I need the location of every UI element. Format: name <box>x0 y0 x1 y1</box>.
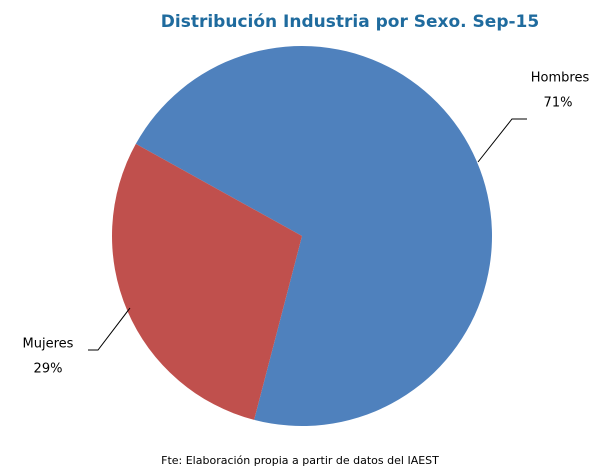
chart-title: Distribución Industria por Sexo. Sep-15 <box>161 12 539 32</box>
slice-value-label: 29% <box>34 362 63 377</box>
leader-line <box>88 307 131 351</box>
source-note: Fte: Elaboración propia a partir de dato… <box>161 454 439 467</box>
leader-line <box>477 118 527 163</box>
slice-label: Mujeres <box>23 337 74 352</box>
pie-slice <box>135 46 492 426</box>
slice-value-label: 71% <box>544 96 573 111</box>
pie-slice <box>111 143 302 420</box>
slice-label: Hombres <box>531 71 590 86</box>
